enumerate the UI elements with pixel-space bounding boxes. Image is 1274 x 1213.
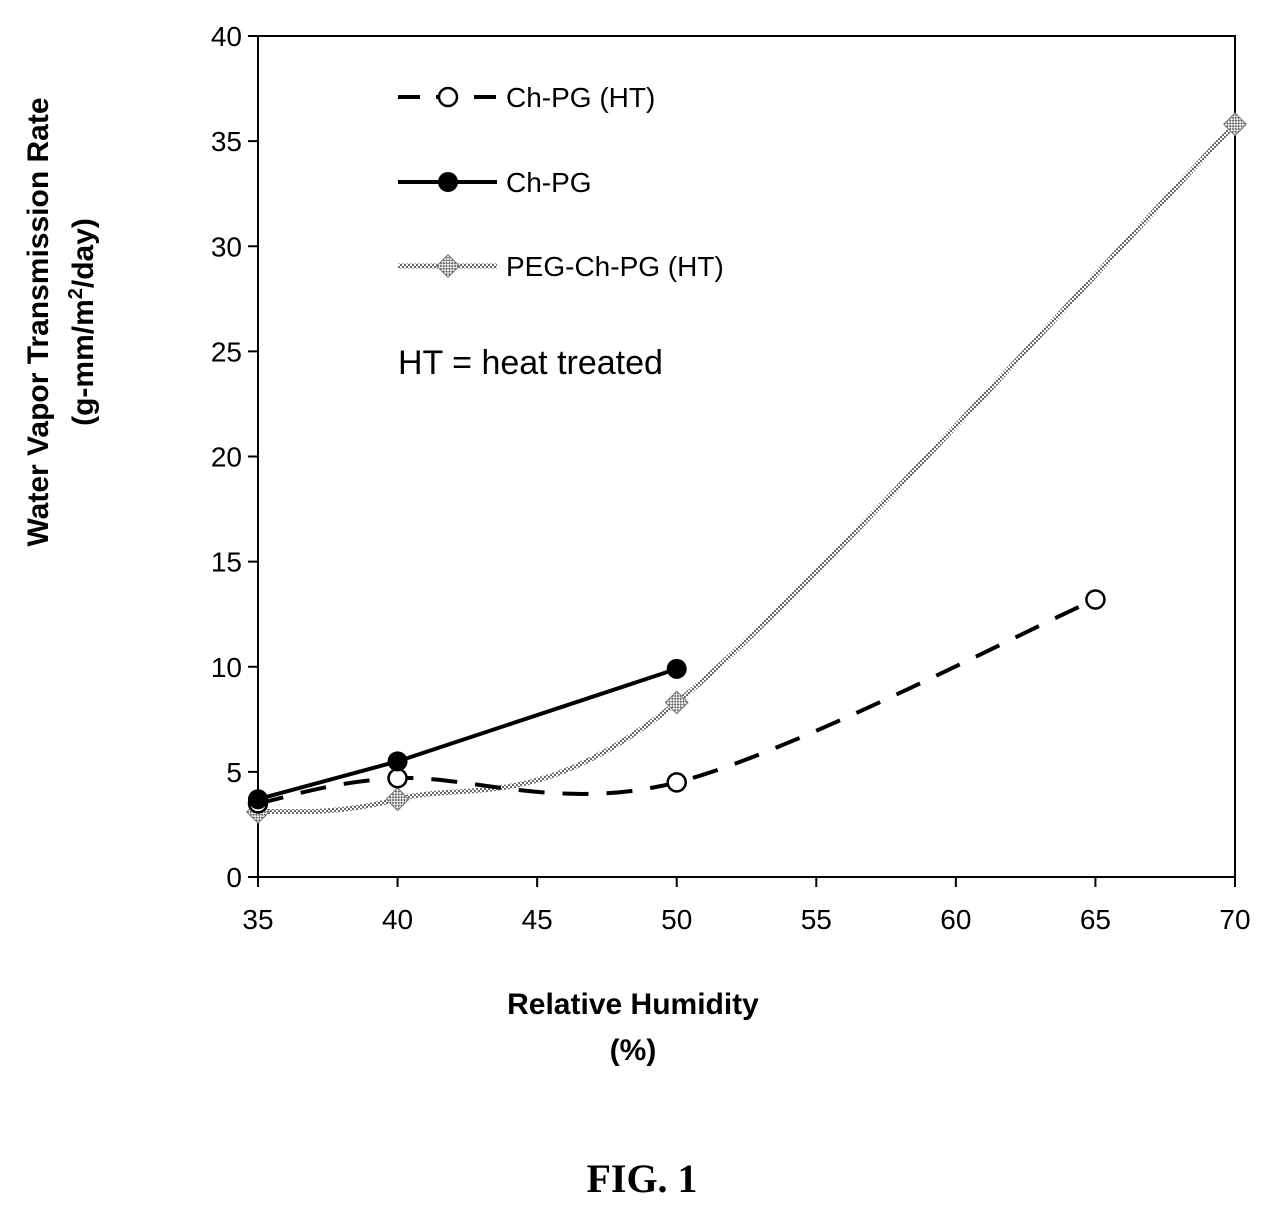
y-tick-label: 25 (211, 336, 242, 367)
series-line-ch-pg (257, 666, 678, 802)
x-tick-label: 50 (661, 904, 692, 935)
series-line-peg-ch-pg-ht (257, 122, 1237, 815)
y-axis-title-unit-post: /day) (67, 218, 100, 288)
x-tick-label: 35 (242, 904, 273, 935)
x-tick-label: 45 (522, 904, 553, 935)
data-point-ch-pg (666, 658, 687, 679)
legend: Ch-PG (HT) Ch-PG PEG-Ch-PG (HT) (398, 82, 724, 282)
y-tick-label: 20 (211, 442, 242, 473)
data-point-ch-pg-ht (666, 772, 687, 793)
legend-marker-ch-pg-ht (437, 86, 459, 108)
y-axis-title-line1: Water Vapor Transmission Rate (22, 97, 55, 546)
legend-entry-ch-pg: Ch-PG (398, 167, 592, 198)
y-tick-label: 35 (211, 126, 242, 157)
y-tick-label: 10 (211, 652, 242, 683)
annotation-heat-treated: HT = heat treated (398, 344, 663, 382)
x-tick-label: 40 (382, 904, 413, 935)
y-axis-title-unit-sup: 2 (65, 288, 87, 299)
data-point-peg-ch-pg-ht (664, 690, 689, 715)
y-tick-label: 30 (211, 231, 242, 262)
series-ch-pg (248, 658, 687, 810)
series-layer (245, 112, 1248, 824)
y-tick-label: 5 (226, 757, 242, 788)
data-point-ch-pg (387, 751, 408, 772)
y-tick-label: 0 (226, 862, 242, 893)
x-tick-label: 60 (940, 904, 971, 935)
data-point-peg-ch-pg-ht (385, 787, 410, 812)
y-axis-ticks: 0 5 10 15 20 25 30 35 40 (211, 21, 258, 893)
y-axis-title: Water Vapor Transmission Rate (g-mm/m2/d… (22, 97, 100, 546)
x-axis-title: Relative Humidity (%) (507, 988, 759, 1067)
legend-label-ch-pg-ht: Ch-PG (HT) (506, 82, 655, 113)
plot-frame (257, 35, 1236, 878)
y-axis-title-unit-pre: (g-mm/m (67, 299, 100, 426)
series-line-ch-pg-ht (257, 597, 1097, 806)
legend-label-ch-pg: Ch-PG (506, 167, 592, 198)
legend-label-peg-ch-pg-ht: PEG-Ch-PG (HT) (506, 251, 724, 282)
legend-marker-peg-ch-pg-ht (435, 253, 461, 279)
plot-area: 0 5 10 15 20 25 30 35 40 35 40 45 50 55 60 65 70 (211, 21, 1251, 935)
x-tick-label: 65 (1080, 904, 1111, 935)
figure-caption: FIG. 1 (586, 1156, 697, 1201)
data-point-peg-ch-pg-ht (1222, 112, 1248, 137)
x-axis-title-line2: (%) (610, 1034, 657, 1067)
x-axis-ticks: 35 40 45 50 55 60 65 70 (242, 877, 1251, 935)
legend-entry-ch-pg-ht: Ch-PG (HT) (398, 82, 655, 113)
x-tick-label: 70 (1219, 904, 1250, 935)
y-axis-title-line2: (g-mm/m2/day) (65, 218, 100, 426)
x-axis-title-line1: Relative Humidity (507, 988, 759, 1021)
series-peg-ch-pg-ht (245, 112, 1248, 824)
legend-marker-ch-pg (438, 172, 458, 192)
data-point-ch-pg-ht (387, 767, 408, 789)
x-tick-label: 55 (801, 904, 832, 935)
data-point-ch-pg (248, 789, 268, 810)
y-tick-label: 40 (211, 21, 242, 52)
data-point-ch-pg-ht (1085, 589, 1106, 610)
y-tick-label: 15 (211, 547, 242, 578)
legend-entry-peg-ch-pg-ht: PEG-Ch-PG (HT) (398, 251, 724, 282)
